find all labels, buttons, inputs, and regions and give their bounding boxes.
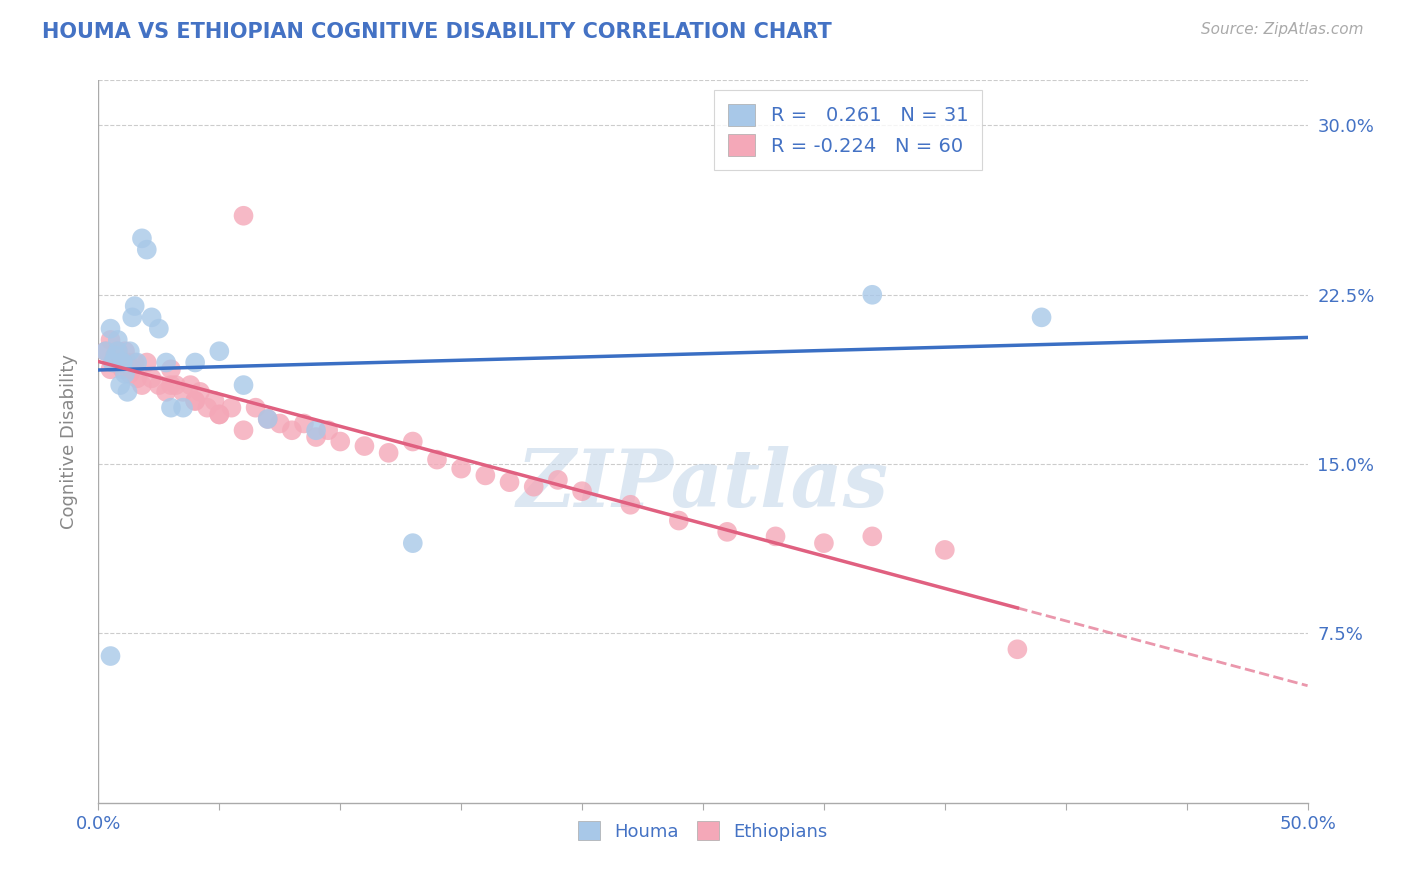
Y-axis label: Cognitive Disability: Cognitive Disability: [59, 354, 77, 529]
Point: [94, 344, 117, 359]
Point: [155, 355, 177, 369]
Point: [104, 349, 127, 363]
Point: [160, 401, 183, 415]
Point: [208, 408, 231, 422]
Point: [184, 393, 207, 408]
Point: [232, 378, 254, 392]
Point: [547, 473, 569, 487]
Point: [281, 423, 304, 437]
Point: [184, 355, 207, 369]
Point: [131, 231, 153, 245]
Point: [127, 371, 149, 385]
Point: [107, 344, 129, 359]
Point: [100, 362, 122, 376]
Point: [101, 355, 124, 369]
Point: [232, 209, 254, 223]
Point: [165, 378, 187, 392]
Point: [179, 378, 201, 392]
Point: [118, 344, 141, 359]
Point: [305, 430, 328, 444]
Point: [571, 484, 593, 499]
Point: [184, 393, 207, 408]
Text: Source: ZipAtlas.com: Source: ZipAtlas.com: [1201, 22, 1364, 37]
Point: [127, 355, 149, 369]
Point: [94, 344, 117, 359]
Point: [188, 384, 211, 399]
Point: [124, 355, 146, 369]
Point: [135, 243, 157, 257]
Point: [121, 362, 143, 376]
Point: [256, 412, 278, 426]
Point: [305, 423, 328, 437]
Point: [292, 417, 315, 431]
Point: [208, 344, 231, 359]
Point: [402, 536, 425, 550]
Point: [450, 461, 472, 475]
Point: [402, 434, 425, 449]
Point: [118, 367, 141, 381]
Point: [668, 514, 690, 528]
Point: [498, 475, 520, 490]
Point: [426, 452, 449, 467]
Point: [860, 287, 883, 301]
Point: [148, 321, 170, 335]
Point: [860, 529, 883, 543]
Text: ZIPatlas: ZIPatlas: [517, 446, 889, 524]
Point: [141, 310, 163, 325]
Point: [172, 401, 194, 415]
Point: [111, 362, 134, 376]
Point: [1007, 642, 1029, 657]
Point: [245, 401, 267, 415]
Point: [104, 349, 127, 363]
Point: [155, 384, 177, 399]
Point: [813, 536, 835, 550]
Point: [107, 333, 129, 347]
Point: [111, 355, 134, 369]
Point: [474, 468, 496, 483]
Point: [111, 355, 134, 369]
Legend: Houma, Ethiopians: Houma, Ethiopians: [571, 814, 835, 848]
Point: [619, 498, 641, 512]
Text: HOUMA VS ETHIOPIAN COGNITIVE DISABILITY CORRELATION CHART: HOUMA VS ETHIOPIAN COGNITIVE DISABILITY …: [42, 22, 832, 42]
Point: [208, 408, 231, 422]
Point: [124, 299, 146, 313]
Point: [121, 310, 143, 325]
Point: [135, 355, 157, 369]
Point: [114, 344, 136, 359]
Point: [377, 446, 399, 460]
Point: [160, 378, 183, 392]
Point: [765, 529, 787, 543]
Point: [329, 434, 352, 449]
Point: [256, 412, 278, 426]
Point: [101, 355, 124, 369]
Point: [934, 542, 956, 557]
Point: [269, 417, 291, 431]
Point: [117, 355, 139, 369]
Point: [108, 378, 131, 392]
Point: [108, 355, 131, 369]
Point: [160, 362, 183, 376]
Point: [1031, 310, 1053, 325]
Point: [100, 321, 122, 335]
Point: [523, 480, 546, 494]
Point: [117, 384, 139, 399]
Point: [114, 367, 136, 381]
Point: [100, 333, 122, 347]
Point: [131, 378, 153, 392]
Point: [195, 401, 218, 415]
Point: [100, 648, 122, 663]
Point: [204, 393, 226, 408]
Point: [232, 423, 254, 437]
Point: [316, 423, 339, 437]
Point: [107, 344, 129, 359]
Point: [221, 401, 243, 415]
Point: [353, 439, 375, 453]
Point: [148, 378, 170, 392]
Point: [172, 384, 194, 399]
Point: [141, 371, 163, 385]
Point: [716, 524, 738, 539]
